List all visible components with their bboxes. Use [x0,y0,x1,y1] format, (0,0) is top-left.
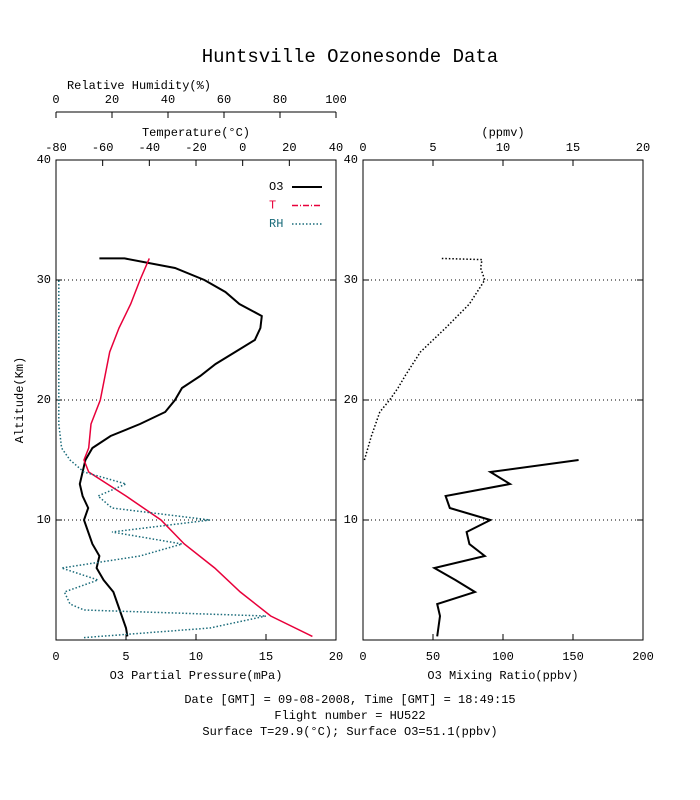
x-tick-label: 15 [259,650,273,664]
x2-tick-label: 0 [239,141,246,155]
series-line [78,257,263,637]
legend-label: O3 [269,180,283,194]
footer-line: Surface T=29.9(°C); Surface O3=51.1(ppbv… [202,725,497,739]
x3-tick-label: 60 [217,93,231,107]
y-tick-label: 10 [344,513,358,527]
x3-tick-label: 100 [325,93,347,107]
x2-tick-label: -80 [45,141,67,155]
x-tick-label: 50 [426,650,440,664]
y-tick-label: 40 [344,153,358,167]
x2-axis-label: (ppmv) [481,126,524,140]
series-line [58,280,267,639]
y-tick-label: 30 [344,273,358,287]
y-tick-label: 30 [37,273,51,287]
x3-tick-label: 20 [105,93,119,107]
footer-line: Flight number = HU522 [274,709,425,723]
x2-axis-label: Temperature(°C) [142,126,250,140]
x2-tick-label: -20 [185,141,207,155]
y-tick-label: 20 [37,393,51,407]
y-tick-label: 40 [37,153,51,167]
x2-tick-label: 20 [282,141,296,155]
x-axis-label: O3 Mixing Ratio(ppbv) [427,669,578,683]
chart-title: Huntsville Ozonesonde Data [202,46,498,68]
x2-tick-label: 10 [496,141,510,155]
x3-axis-label: Relative Humidity(%) [67,79,211,93]
x2-tick-label: -40 [139,141,161,155]
y-tick-label: 20 [344,393,358,407]
x-tick-label: 10 [189,650,203,664]
x-tick-label: 0 [52,650,59,664]
x3-tick-label: 40 [161,93,175,107]
x2-tick-label: 20 [636,141,650,155]
y-axis-label: Altitude(Km) [13,357,27,443]
x2-tick-label: 5 [429,141,436,155]
x2-tick-label: 40 [329,141,343,155]
footer-line: Date [GMT] = 09-08-2008, Time [GMT] = 18… [184,693,515,707]
x2-tick-label: 15 [566,141,580,155]
x2-tick-label: -60 [92,141,114,155]
x2-tick-label: 0 [359,141,366,155]
legend-label: RH [269,217,283,231]
x-tick-label: 200 [632,650,654,664]
series-line [431,459,579,637]
legend-label: T [269,199,276,213]
series-line [83,258,313,638]
x-tick-label: 20 [329,650,343,664]
x-tick-label: 0 [359,650,366,664]
series-line [363,257,486,461]
x3-tick-label: 80 [273,93,287,107]
x-tick-label: 150 [562,650,584,664]
y-tick-label: 10 [37,513,51,527]
x-tick-label: 100 [492,650,514,664]
x3-tick-label: 0 [52,93,59,107]
x-axis-label: O3 Partial Pressure(mPa) [110,669,283,683]
x-tick-label: 5 [122,650,129,664]
